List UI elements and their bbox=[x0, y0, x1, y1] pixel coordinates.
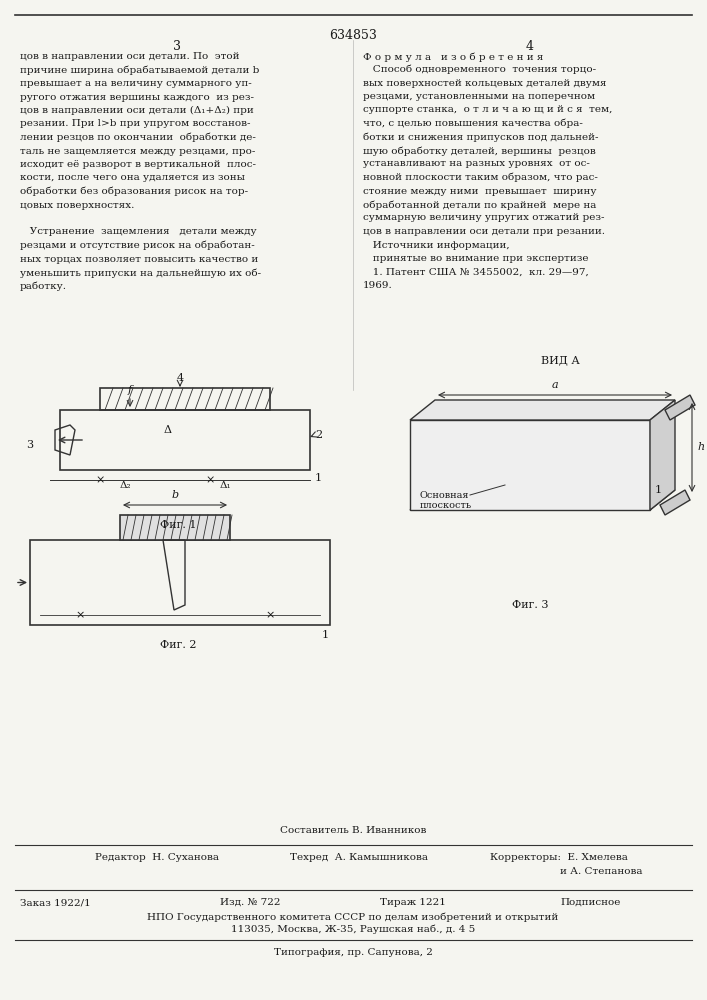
Text: ных торцах позволяет повысить качество и: ных торцах позволяет повысить качество и bbox=[20, 254, 258, 263]
Text: b: b bbox=[171, 490, 179, 500]
Text: Фиг. 3: Фиг. 3 bbox=[512, 600, 548, 610]
Text: ×: × bbox=[95, 475, 105, 485]
Text: Источники информации,: Источники информации, bbox=[363, 240, 510, 249]
Text: Типография, пр. Сапунова, 2: Типография, пр. Сапунова, 2 bbox=[274, 948, 433, 957]
Text: работку.: работку. bbox=[20, 282, 67, 291]
Text: цов в направлении оси детали при резании.: цов в направлении оси детали при резании… bbox=[363, 227, 605, 236]
Text: 1: 1 bbox=[315, 473, 322, 483]
Text: 113035, Москва, Ж-35, Раушская наб., д. 4 5: 113035, Москва, Ж-35, Раушская наб., д. … bbox=[231, 925, 475, 934]
Text: Составитель В. Иванников: Составитель В. Иванников bbox=[280, 826, 426, 835]
Text: превышает a на величину суммарного уп-: превышает a на величину суммарного уп- bbox=[20, 79, 252, 88]
Text: Способ одновременного  точения торцо-: Способ одновременного точения торцо- bbox=[363, 65, 596, 75]
Text: Изд. № 722: Изд. № 722 bbox=[220, 898, 281, 907]
Text: 1969.: 1969. bbox=[363, 281, 393, 290]
Text: уменьшить припуски на дальнейшую их об-: уменьшить припуски на дальнейшую их об- bbox=[20, 268, 261, 277]
Text: Техред  А. Камышникова: Техред А. Камышникова bbox=[290, 853, 428, 862]
Text: суммарную величину упругих отжатий рез-: суммарную величину упругих отжатий рез- bbox=[363, 214, 604, 223]
Text: кости, после чего она удаляется из зоны: кости, после чего она удаляется из зоны bbox=[20, 174, 245, 182]
Text: шую обработку деталей, вершины  резцов: шую обработку деталей, вершины резцов bbox=[363, 146, 596, 155]
Polygon shape bbox=[120, 515, 230, 540]
Text: обработки без образования рисок на тор-: обработки без образования рисок на тор- bbox=[20, 187, 248, 196]
Polygon shape bbox=[650, 400, 675, 510]
Text: h: h bbox=[697, 442, 704, 452]
Text: Редактор  Н. Суханова: Редактор Н. Суханова bbox=[95, 853, 219, 862]
Text: ругого отжатия вершины каждого  из рез-: ругого отжатия вершины каждого из рез- bbox=[20, 93, 254, 102]
Text: цовых поверхностях.: цовых поверхностях. bbox=[20, 200, 134, 210]
Text: ботки и снижения припусков под дальней-: ботки и снижения припусков под дальней- bbox=[363, 132, 599, 142]
Text: Устранение  защемления   детали между: Устранение защемления детали между bbox=[20, 228, 257, 236]
Text: таль не защемляется между резцами, про-: таль не защемляется между резцами, про- bbox=[20, 146, 255, 155]
Text: устанавливают на разных уровнях  от ос-: устанавливают на разных уровнях от ос- bbox=[363, 159, 590, 168]
Text: 2: 2 bbox=[315, 430, 322, 440]
Text: 1: 1 bbox=[322, 630, 329, 640]
Polygon shape bbox=[665, 395, 695, 420]
Text: резцами, установленными на поперечном: резцами, установленными на поперечном bbox=[363, 92, 595, 101]
Text: и А. Степанова: и А. Степанова bbox=[560, 867, 643, 876]
Text: лении резцов по окончании  обработки де-: лении резцов по окончании обработки де- bbox=[20, 133, 256, 142]
Text: Заказ 1922/1: Заказ 1922/1 bbox=[20, 898, 90, 907]
Text: Тираж 1221: Тираж 1221 bbox=[380, 898, 446, 907]
Text: что, с целью повышения качества обра-: что, с целью повышения качества обра- bbox=[363, 119, 583, 128]
Text: цов в направлении оси детали. По  этой: цов в направлении оси детали. По этой bbox=[20, 52, 240, 61]
Text: Δ: Δ bbox=[164, 425, 172, 435]
Text: ВИД А: ВИД А bbox=[541, 355, 579, 365]
Text: 3: 3 bbox=[26, 440, 33, 450]
Text: ×: × bbox=[205, 475, 215, 485]
Text: принятые во внимание при экспертизе: принятые во внимание при экспертизе bbox=[363, 254, 588, 263]
Text: резании. При l>b при упругом восстанов-: резании. При l>b при упругом восстанов- bbox=[20, 119, 250, 128]
Text: НПО Государственного комитета СССР по делам изобретений и открытий: НПО Государственного комитета СССР по де… bbox=[147, 912, 559, 922]
Text: Фиг. 1: Фиг. 1 bbox=[160, 520, 197, 530]
Text: 3: 3 bbox=[173, 40, 181, 53]
Text: Ф о р м у л а   и з о б р е т е н и я: Ф о р м у л а и з о б р е т е н и я bbox=[363, 52, 544, 62]
Text: резцами и отсутствие рисок на обработан-: резцами и отсутствие рисок на обработан- bbox=[20, 241, 255, 250]
Polygon shape bbox=[660, 490, 690, 515]
Text: Фиг. 2: Фиг. 2 bbox=[160, 640, 197, 650]
Text: Подписное: Подписное bbox=[560, 898, 620, 907]
Text: вых поверхностей кольцевых деталей двумя: вых поверхностей кольцевых деталей двумя bbox=[363, 79, 607, 88]
Text: цов в направлении оси детали (Δ₁+Δ₂) при: цов в направлении оси детали (Δ₁+Δ₂) при bbox=[20, 106, 254, 115]
Text: плоскость: плоскость bbox=[420, 500, 472, 510]
Text: стояние между ними  превышает  ширину: стояние между ними превышает ширину bbox=[363, 186, 597, 196]
Text: Корректоры:  Е. Хмелева: Корректоры: Е. Хмелева bbox=[490, 853, 628, 862]
Text: суппорте станка,  о т л и ч а ю щ и й с я  тем,: суппорте станка, о т л и ч а ю щ и й с я… bbox=[363, 105, 612, 114]
Text: причине ширина обрабатываемой детали b: причине ширина обрабатываемой детали b bbox=[20, 66, 259, 75]
Polygon shape bbox=[410, 490, 675, 510]
Text: 634853: 634853 bbox=[329, 29, 377, 42]
Text: f: f bbox=[128, 385, 132, 395]
Text: 4: 4 bbox=[526, 40, 534, 53]
Text: обработанной детали по крайней  мере на: обработанной детали по крайней мере на bbox=[363, 200, 597, 210]
Text: 1: 1 bbox=[655, 485, 662, 495]
Text: 4: 4 bbox=[177, 373, 184, 383]
Text: ×: × bbox=[76, 610, 85, 620]
Polygon shape bbox=[410, 400, 675, 420]
Polygon shape bbox=[410, 420, 650, 510]
Text: Основная: Основная bbox=[420, 490, 469, 499]
Text: Δ₁: Δ₁ bbox=[219, 481, 230, 490]
Text: новной плоскости таким образом, что рас-: новной плоскости таким образом, что рас- bbox=[363, 173, 598, 182]
Text: ×: × bbox=[265, 610, 275, 620]
Text: исходит её разворот в вертикальной  плос-: исходит её разворот в вертикальной плос- bbox=[20, 160, 256, 169]
Text: Δ₂: Δ₂ bbox=[119, 481, 131, 490]
Text: 1. Патент США № 3455002,  кл. 29—97,: 1. Патент США № 3455002, кл. 29—97, bbox=[363, 267, 589, 276]
Text: a: a bbox=[551, 380, 559, 390]
